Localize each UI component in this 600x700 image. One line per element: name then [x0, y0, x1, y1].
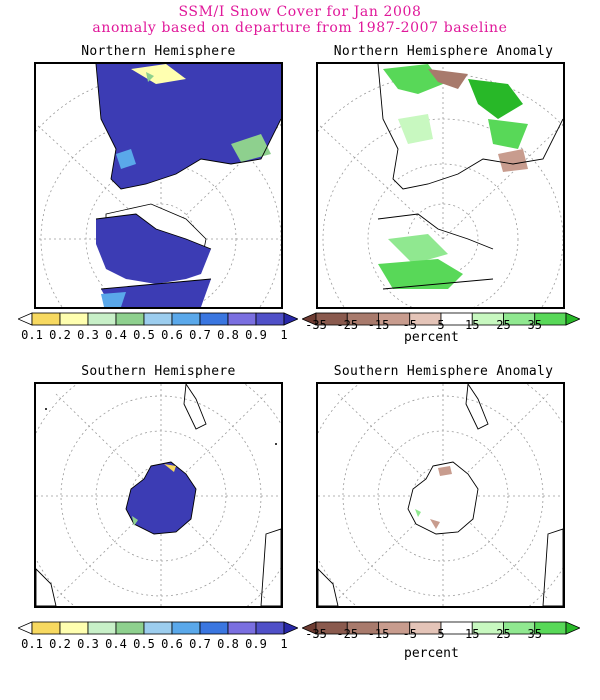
fraction-tick-label: 0.9 [245, 637, 267, 651]
map-title-line1: SSM/I Snow Cover for Jan 2008 [178, 4, 422, 20]
anomaly-unit-label-nh: percent [404, 330, 459, 345]
fraction-tick-label: 0.7 [189, 328, 211, 342]
anomaly-tick-label: -5 [402, 318, 417, 332]
fraction-tick-label: 0.5 [133, 328, 155, 342]
fraction-tick-label: 0.4 [105, 637, 127, 651]
fraction-swatch [31, 312, 61, 326]
fraction-tick-label: 0.2 [49, 328, 71, 342]
fraction-tick-label: 0.1 [21, 328, 43, 342]
anomaly-tick-label: 5 [437, 627, 445, 641]
sh-anomaly-map [316, 382, 565, 608]
anomaly-swatch [565, 621, 582, 635]
anomaly-colorbar-sh [300, 620, 582, 640]
panel-title-sh-anomaly: Southern Hemisphere Anomaly [333, 364, 554, 379]
anomaly-tick-label: -25 [336, 318, 359, 332]
anomaly-tick-label: -15 [367, 318, 390, 332]
fraction-swatch [199, 312, 229, 326]
fraction-tick-label: 0.8 [217, 637, 239, 651]
panel-title-sh: Southern Hemisphere [81, 364, 236, 379]
anomaly-swatch [565, 312, 582, 326]
fraction-tick-label: 0.6 [161, 637, 183, 651]
fraction-swatch [87, 312, 117, 326]
fraction-tick-label: 0.6 [161, 328, 183, 342]
anomaly-tick-label: -35 [305, 318, 327, 332]
fraction-swatch [227, 621, 257, 635]
fraction-swatch [171, 312, 201, 326]
fraction-swatch [115, 312, 145, 326]
fraction-tick-label: 1 [280, 637, 288, 651]
anomaly-tick-label: 25 [496, 318, 511, 332]
anomaly-colorbar-nh [300, 311, 582, 331]
nh-anomaly-map [316, 62, 565, 309]
fraction-swatch [255, 621, 285, 635]
fraction-swatch [143, 621, 173, 635]
fraction-swatch [59, 312, 89, 326]
fraction-tick-label: 0.1 [21, 637, 43, 651]
fraction-swatch [227, 312, 257, 326]
fraction-swatch [143, 312, 173, 326]
fraction-colorbar-sh [16, 620, 300, 640]
fraction-tick-label: 0.3 [77, 637, 99, 651]
fraction-swatch [283, 312, 300, 326]
fraction-swatch [59, 621, 89, 635]
fraction-swatch [87, 621, 117, 635]
anomaly-tick-label: -5 [402, 627, 417, 641]
anomaly-tick-label: 35 [527, 318, 542, 332]
fraction-swatch [171, 621, 201, 635]
fraction-colorbar-nh [16, 311, 300, 331]
fraction-swatch [16, 621, 33, 635]
anomaly-tick-label: -25 [336, 627, 359, 641]
fraction-tick-label: 0.8 [217, 328, 239, 342]
fraction-swatch [16, 312, 33, 326]
fraction-tick-label: 0.9 [245, 328, 267, 342]
sh-snow-map [34, 382, 283, 608]
anomaly-unit-label-sh: percent [404, 646, 459, 661]
anomaly-tick-label: -15 [367, 627, 390, 641]
anomaly-tick-label: -35 [305, 627, 327, 641]
anomaly-tick-label: 15 [465, 318, 480, 332]
fraction-tick-label: 0.2 [49, 637, 71, 651]
anomaly-tick-label: 15 [465, 627, 480, 641]
anomaly-tick-label: 5 [437, 318, 445, 332]
anomaly-tick-label: 25 [496, 627, 511, 641]
panel-title-nh-anomaly: Northern Hemisphere Anomaly [333, 44, 554, 59]
fraction-swatch [255, 312, 285, 326]
panel-title-nh: Northern Hemisphere [81, 44, 236, 59]
fraction-swatch [283, 621, 300, 635]
fraction-swatch [115, 621, 145, 635]
fraction-tick-label: 0.3 [77, 328, 99, 342]
fraction-swatch [31, 621, 61, 635]
fraction-tick-label: 0.7 [189, 637, 211, 651]
nh-snow-map [34, 62, 283, 309]
anomaly-tick-label: 35 [527, 627, 542, 641]
fraction-swatch [199, 621, 229, 635]
fraction-tick-label: 0.4 [105, 328, 127, 342]
fraction-tick-label: 1 [280, 328, 288, 342]
map-title-line2: anomaly based on departure from 1987-200… [92, 20, 508, 36]
fraction-tick-label: 0.5 [133, 637, 155, 651]
